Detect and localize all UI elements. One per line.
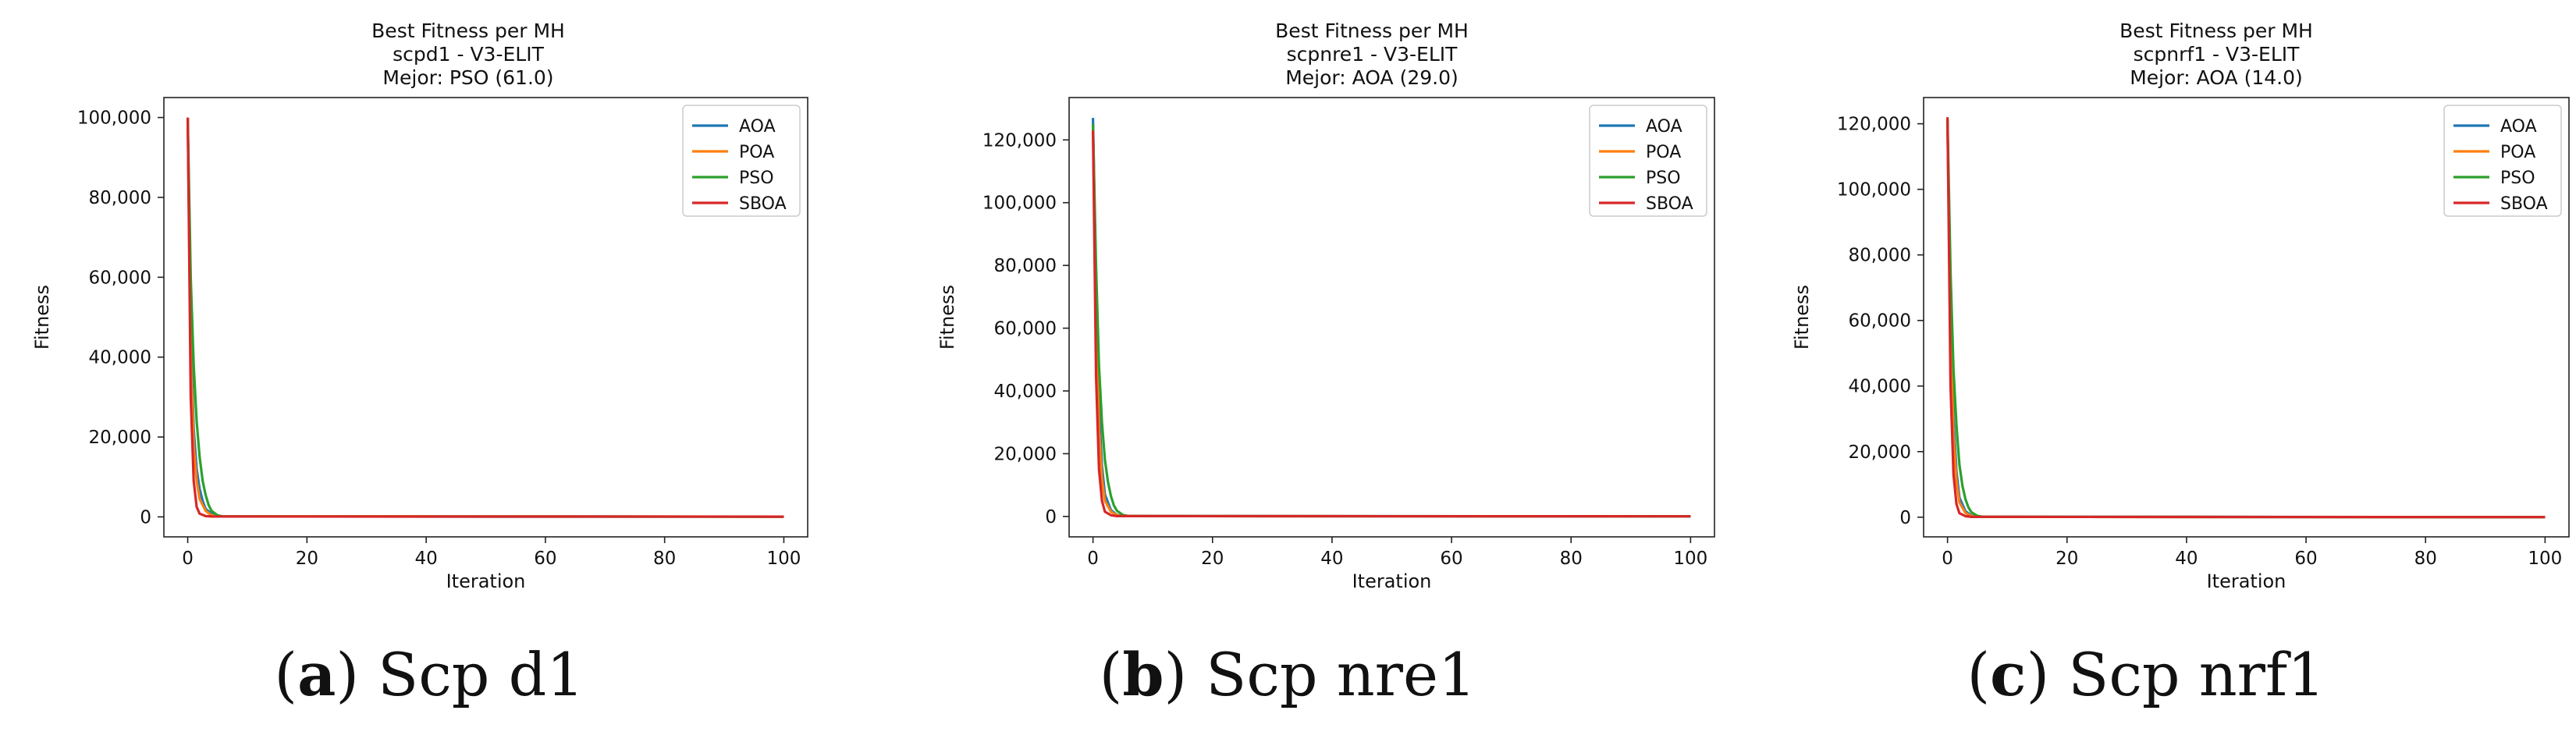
panel-b: Best Fitness per MH scpnre1 - V3-ELIT Mejo… — [858, 0, 1717, 753]
caption-a: (a) Scp d1 — [274, 640, 584, 709]
x-tick-label: 100 — [1673, 549, 1707, 569]
plot-area — [1946, 117, 2546, 519]
y-tick-label: 80,000 — [89, 188, 151, 208]
x-tick-label: 60 — [534, 549, 556, 569]
panel-a: Best Fitness per MH scpd1 - V3-ELIT Mejor:… — [0, 0, 858, 753]
plot-area — [1092, 118, 1691, 518]
x-tick-label: 40 — [1320, 549, 1343, 569]
y-tick-label: 60,000 — [1849, 311, 1911, 332]
x-axis-label: Iteration — [446, 570, 526, 592]
legend-label-sboa: SBOA — [739, 194, 787, 214]
legend-frame — [2443, 105, 2562, 217]
x-tick-label: 60 — [1440, 549, 1462, 569]
chart-title-line: Mejor: AOA (29.0) — [1285, 66, 1459, 89]
legend-label-pso: PSO — [2500, 169, 2535, 188]
x-tick-label: 20 — [2055, 549, 2078, 569]
chart-title-line: Best Fitness per MH — [371, 20, 565, 42]
legend-label-sboa: SBOA — [1646, 194, 1693, 214]
legend-frame — [1589, 105, 1707, 217]
y-tick-label: 40,000 — [89, 348, 151, 368]
caption-letter: a — [297, 640, 336, 709]
legend-label-poa: POA — [739, 143, 774, 162]
x-tick-label: 20 — [296, 549, 318, 569]
caption-text: Scp nrf1 — [2068, 640, 2326, 709]
chart-title-line: Mejor: PSO (61.0) — [382, 66, 553, 89]
caption-text: Scp nre1 — [1206, 640, 1476, 709]
legend-label-aoa: AOA — [739, 117, 776, 137]
legend: AOA POA PSO SBOA — [2443, 105, 2562, 217]
series-line-sboa — [187, 117, 784, 518]
x-tick-label: 0 — [182, 549, 194, 569]
axes-frame — [163, 97, 808, 538]
y-tick-label: 40,000 — [1849, 377, 1911, 397]
y-tick-label: 120,000 — [1837, 115, 1911, 135]
chart-title-line: Best Fitness per MH — [2119, 20, 2313, 42]
x-tick-label: 80 — [653, 549, 676, 569]
y-tick-label: 0 — [140, 507, 151, 527]
y-tick-label: 40,000 — [994, 382, 1057, 402]
y-tick-label: 120,000 — [982, 130, 1057, 151]
caption-letter: c — [1990, 640, 2027, 709]
plot-area — [187, 117, 784, 518]
legend-label-aoa: AOA — [1646, 117, 1682, 137]
x-tick-label: 100 — [2528, 549, 2562, 569]
y-tick-label: 60,000 — [994, 319, 1057, 339]
axes-frame — [1068, 97, 1715, 538]
x-tick-label: 0 — [1942, 549, 1953, 569]
y-axis-label: Fitness — [936, 285, 958, 350]
chart-title-line: Mejor: AOA (14.0) — [2130, 66, 2303, 89]
x-tick-label: 20 — [1201, 549, 1224, 569]
x-tick-label: 0 — [1087, 549, 1099, 569]
y-tick-label: 100,000 — [1837, 180, 1911, 201]
panel-c: Best Fitness per MH scpnrf1 - V3-ELIT Mejo… — [1717, 0, 2575, 753]
y-axis-label: Fitness — [31, 285, 53, 350]
caption-letter: b — [1122, 640, 1164, 709]
legend: AOA POA PSO SBOA — [682, 105, 801, 217]
chart-title-line: Best Fitness per MH — [1275, 20, 1469, 42]
caption-c: (c) Scp nrf1 — [1967, 640, 2326, 709]
legend-label-pso: PSO — [1646, 169, 1681, 188]
x-tick-label: 100 — [766, 549, 801, 569]
legend-label-pso: PSO — [739, 169, 774, 188]
x-tick-label: 60 — [2294, 549, 2317, 569]
x-tick-label: 80 — [2414, 549, 2437, 569]
chart-title-line: scpnrf1 - V3-ELIT — [2134, 43, 2301, 66]
chart-title-line: scpnre1 - V3-ELIT — [1287, 43, 1459, 66]
y-tick-label: 0 — [1045, 507, 1057, 527]
legend-label-poa: POA — [1646, 143, 1681, 162]
caption-b: (b) Scp nre1 — [1099, 640, 1476, 709]
caption-text: Scp d1 — [378, 640, 584, 709]
series-line-sboa — [1092, 130, 1691, 518]
y-tick-label: 80,000 — [1849, 246, 1911, 266]
y-axis-label: Fitness — [1791, 285, 1813, 350]
legend: AOA POA PSO SBOA — [1589, 105, 1707, 217]
y-tick-label: 20,000 — [89, 428, 151, 448]
legend-label-aoa: AOA — [2500, 117, 2537, 137]
x-axis-label: Iteration — [1352, 570, 1432, 592]
x-tick-label: 40 — [2175, 549, 2198, 569]
series-line-sboa — [1946, 117, 2546, 519]
legend-label-poa: POA — [2500, 143, 2535, 162]
legend-label-sboa: SBOA — [2500, 194, 2548, 214]
legend-frame — [682, 105, 801, 217]
y-tick-label: 20,000 — [1849, 442, 1911, 463]
y-tick-label: 100,000 — [77, 108, 151, 129]
y-tick-label: 60,000 — [89, 268, 151, 288]
x-axis-label: Iteration — [2207, 570, 2286, 592]
y-tick-label: 100,000 — [982, 194, 1057, 214]
y-tick-label: 20,000 — [994, 444, 1057, 464]
chart-title-line: scpd1 - V3-ELIT — [393, 43, 544, 66]
axes-frame — [1923, 97, 2570, 538]
y-tick-label: 80,000 — [994, 256, 1057, 276]
x-tick-label: 80 — [1560, 549, 1583, 569]
y-tick-label: 0 — [1899, 508, 1911, 528]
x-tick-label: 40 — [414, 549, 437, 569]
